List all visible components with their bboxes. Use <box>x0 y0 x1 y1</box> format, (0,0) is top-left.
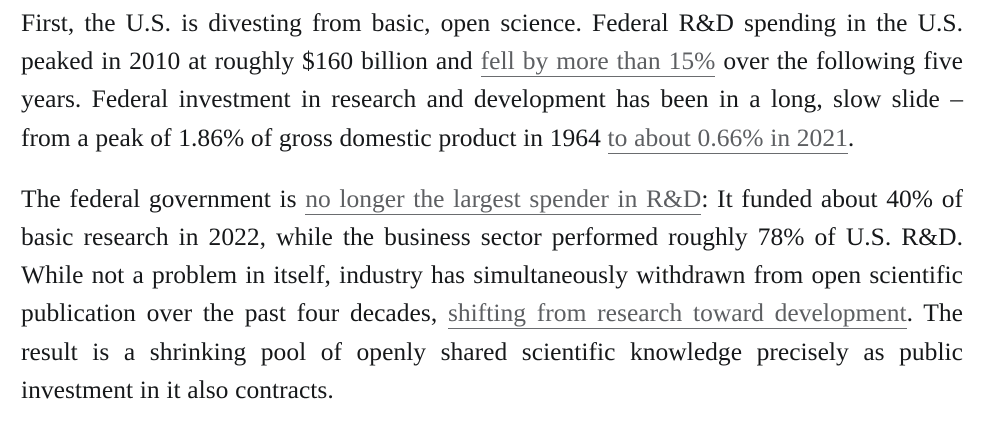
paragraph-2-text-3: . The result is a shrinking pool of open… <box>21 298 963 404</box>
paragraph-2: The federal government is no longer the … <box>21 180 963 409</box>
paragraph-2-text-1: The federal government is <box>21 183 306 213</box>
paragraph-2-text-2: : It funded about 40% of basic research … <box>21 183 963 328</box>
link-shifting-from-research-toward-development[interactable]: shifting from research toward developmen… <box>447 298 907 330</box>
paragraph-1: First, the U.S. is divesting from basic,… <box>21 4 963 157</box>
paragraph-1-text-3: . <box>847 122 855 152</box>
link-to-about-0-66-percent-in-2021[interactable]: to about 0.66% in 2021 <box>607 122 848 154</box>
link-no-longer-the-largest-spender-in-rd[interactable]: no longer the largest spender in R&D <box>305 183 702 215</box>
link-fell-by-more-than-15-percent[interactable]: fell by more than 15% <box>480 46 716 78</box>
paragraph-1-text-1: First, the U.S. is divesting from basic,… <box>21 8 963 76</box>
paragraph-1-text-2: over the following five years. Federal i… <box>21 46 964 152</box>
